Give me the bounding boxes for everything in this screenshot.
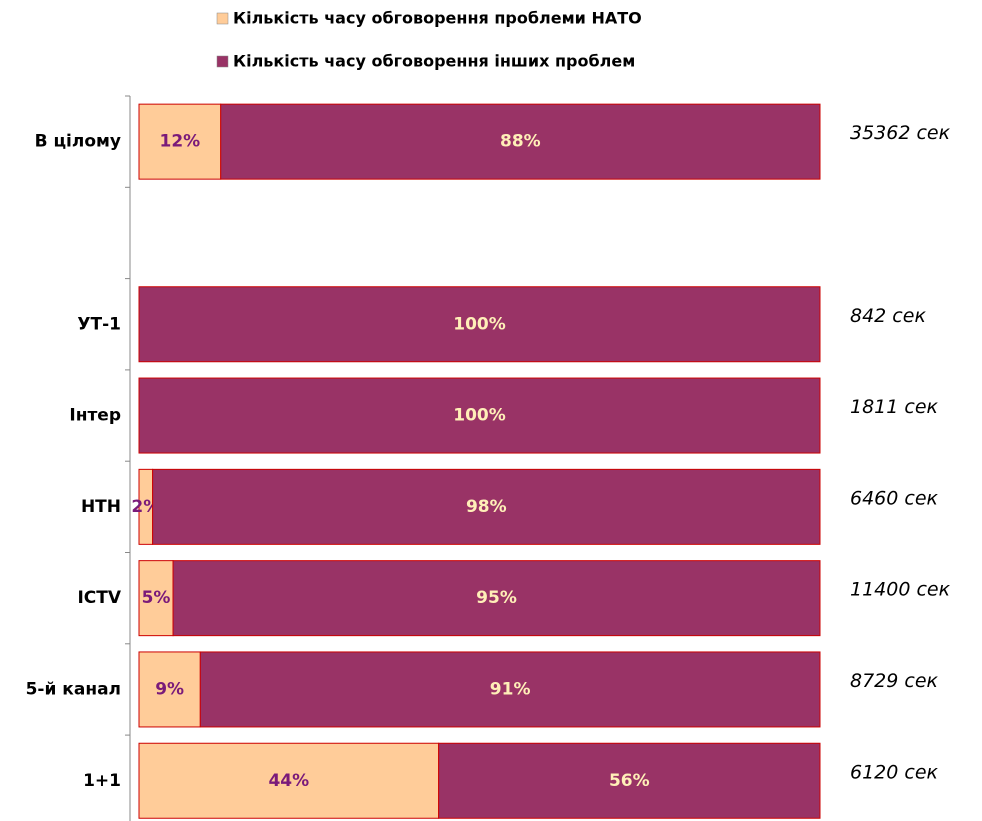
y-tick-label: 5-й канал: [26, 679, 121, 699]
annotation: 35362 сек: [850, 122, 951, 144]
data-label: 100%: [453, 406, 506, 426]
bar-segment: [152, 468, 821, 545]
legend-label: Кількість часу обговорення проблеми НАТО: [233, 9, 642, 28]
legend-label: Кількість часу обговорення інших проблем: [233, 52, 635, 71]
y-tick-label: Інтер: [69, 406, 121, 426]
bar-segment: [172, 560, 821, 637]
y-tick-label: 1+1: [83, 771, 121, 791]
data-label: 91%: [490, 679, 531, 699]
data-label: 95%: [476, 588, 517, 608]
y-tick-label: УТ-1: [77, 314, 121, 334]
legend-swatch: [216, 12, 229, 25]
annotation: 11400 сек: [850, 579, 951, 601]
y-tick-label: В цілому: [35, 132, 121, 152]
bar-segment: [199, 651, 821, 728]
bar-segment: [138, 286, 821, 363]
legend-swatch: [216, 55, 229, 68]
annotation: 8729 сек: [850, 670, 939, 692]
data-label: 9%: [155, 679, 184, 699]
y-tick-label: ICTV: [77, 588, 121, 608]
data-label: 56%: [609, 771, 650, 791]
data-label: 88%: [500, 132, 541, 152]
data-label: 12%: [160, 132, 201, 152]
annotation: 842 сек: [850, 305, 926, 327]
data-label: 100%: [453, 314, 506, 334]
data-label: 5%: [142, 588, 171, 608]
bar-segment: [220, 103, 821, 180]
annotation: 1811 сек: [850, 396, 939, 418]
data-label: 98%: [466, 497, 507, 517]
annotation: 6460 сек: [850, 487, 939, 509]
bar-segment: [138, 377, 821, 454]
bar-segment: [438, 742, 821, 819]
y-tick-label: НТН: [81, 497, 121, 517]
annotation: 6120 сек: [850, 761, 939, 783]
data-label: 44%: [268, 771, 309, 791]
